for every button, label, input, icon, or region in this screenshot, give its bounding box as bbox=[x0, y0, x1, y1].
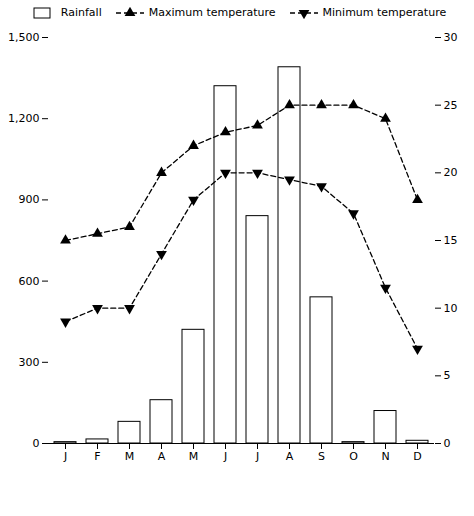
svg-text:600: 600 bbox=[19, 275, 40, 288]
svg-text:O: O bbox=[349, 450, 358, 463]
svg-text:A: A bbox=[158, 450, 166, 463]
svg-text:S: S bbox=[318, 450, 325, 463]
svg-text:300: 300 bbox=[19, 356, 40, 369]
svg-text:10: 10 bbox=[444, 302, 458, 315]
html-text:Minimum temperature: Minimum temperature bbox=[322, 6, 447, 19]
svg-text:15: 15 bbox=[444, 234, 458, 247]
svg-text:J: J bbox=[255, 450, 259, 463]
svg-text:M: M bbox=[189, 450, 199, 463]
svg-text:5: 5 bbox=[444, 369, 451, 382]
html-text:Maximum temperature: Maximum temperature bbox=[148, 6, 276, 19]
svg-text:J: J bbox=[63, 450, 67, 463]
svg-text:1,200: 1,200 bbox=[8, 112, 40, 125]
svg-text:0: 0 bbox=[33, 437, 40, 450]
svg-text:900: 900 bbox=[19, 193, 40, 206]
svg-text:25: 25 bbox=[444, 99, 458, 112]
html-text:Rainfall: Rainfall bbox=[60, 6, 102, 19]
svg-text:0: 0 bbox=[444, 437, 451, 450]
svg-text:D: D bbox=[413, 450, 421, 463]
svg-text:F: F bbox=[94, 450, 100, 463]
svg-text:M: M bbox=[125, 450, 135, 463]
svg-text:J: J bbox=[223, 450, 227, 463]
svg-text:A: A bbox=[286, 450, 294, 463]
svg-text:20: 20 bbox=[444, 166, 458, 179]
svg-text:1,500: 1,500 bbox=[8, 31, 40, 44]
svg-text:30: 30 bbox=[444, 31, 458, 44]
svg-text:N: N bbox=[381, 450, 389, 463]
